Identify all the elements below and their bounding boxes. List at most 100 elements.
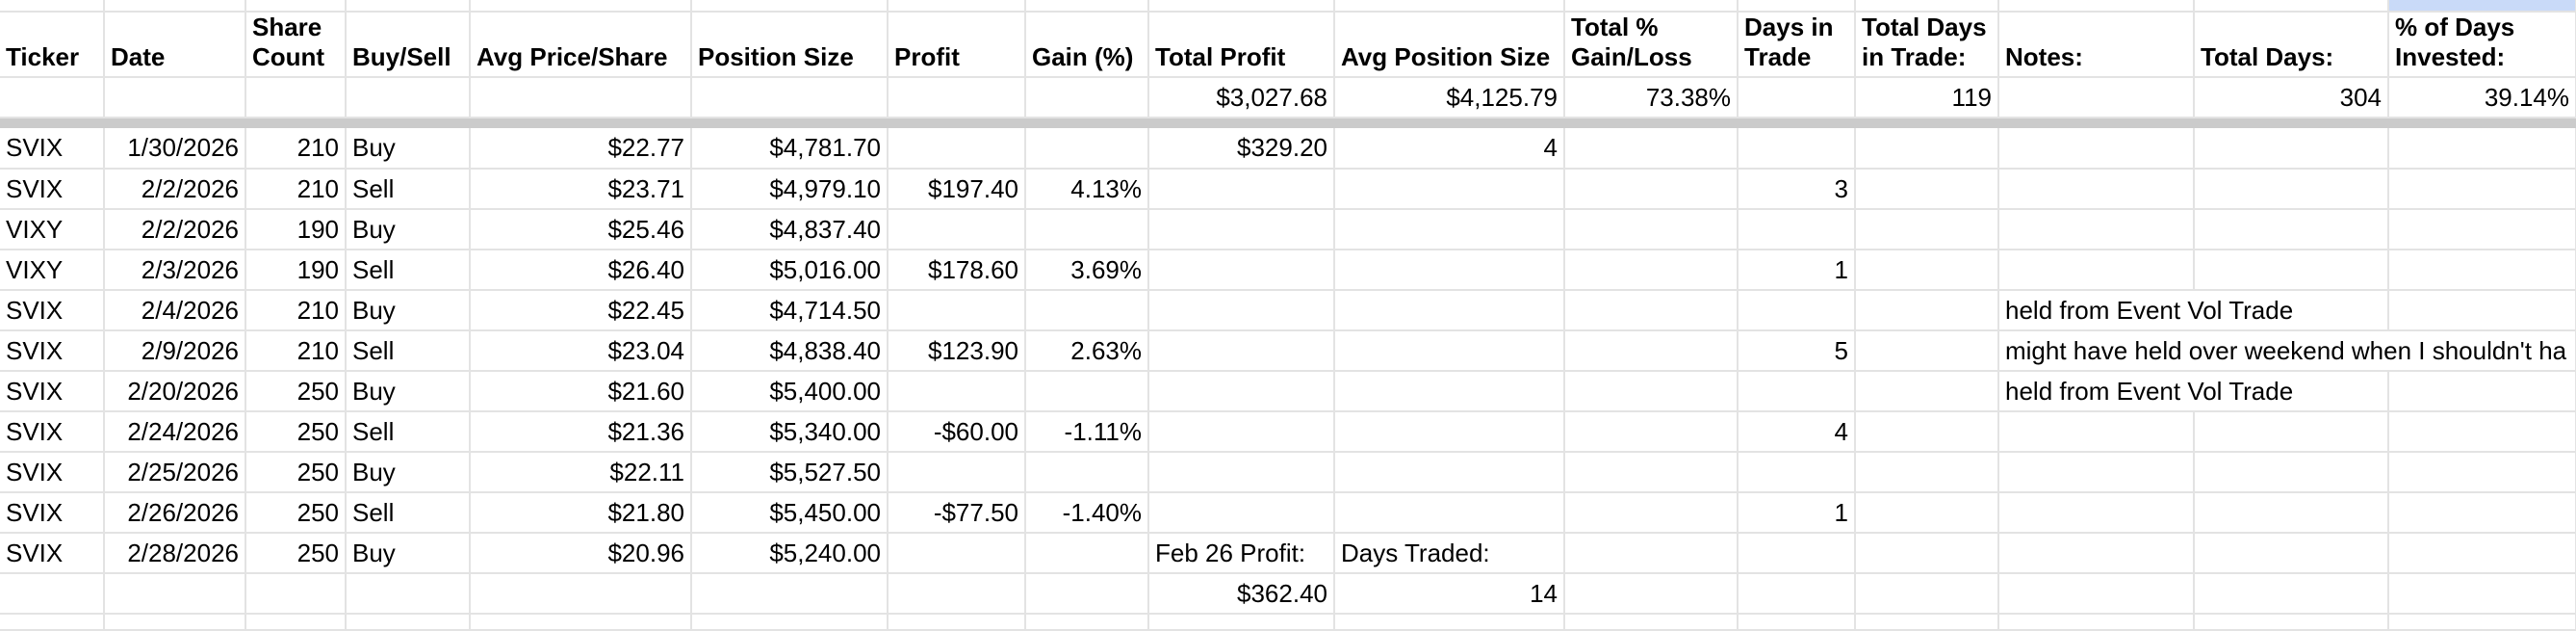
cell-avg-position-size-r5[interactable] — [1334, 290, 1565, 332]
cell-pct-days-invested-r12[interactable] — [2388, 573, 2576, 616]
column-header-gain-pct[interactable]: Gain (%) — [1025, 12, 1149, 79]
cell-date-r1[interactable]: 1/30/2026 — [104, 128, 246, 171]
cell-total-days-in-trade-r4[interactable] — [1855, 250, 1999, 292]
cell-total-days-in-trade-r8[interactable] — [1855, 411, 1999, 454]
cell-avg-position-size-r6[interactable] — [1334, 330, 1565, 373]
cell-avg-price-share-top[interactable] — [470, 0, 692, 13]
cell-position-size-totals[interactable] — [691, 77, 889, 119]
cell-total-days-r10[interactable] — [2194, 492, 2389, 535]
cell-total-profit-r2[interactable] — [1148, 169, 1335, 211]
cell-total-profit-r8[interactable] — [1148, 411, 1335, 454]
cell-position-size-r13[interactable] — [691, 614, 889, 631]
cell-avg-price-share-r5[interactable]: $22.45 — [470, 290, 692, 332]
cell-notes-r11[interactable] — [1998, 533, 2195, 575]
cell-date-r8[interactable]: 2/24/2026 — [104, 411, 246, 454]
cell-pct-days-invested-r1[interactable] — [2388, 128, 2576, 171]
cell-profit-r3[interactable] — [888, 209, 1026, 251]
cell-avg-price-share-r3[interactable]: $25.46 — [470, 209, 692, 251]
cell-date-r6[interactable]: 2/9/2026 — [104, 330, 246, 373]
cell-days-in-trade-r2[interactable]: 3 — [1738, 169, 1856, 211]
cell-gain-pct-r7[interactable] — [1025, 371, 1149, 413]
cell-total-pct-gain-loss-r11[interactable] — [1564, 533, 1739, 575]
column-header-notes[interactable]: Notes: — [1998, 12, 2195, 79]
cell-total-days-top[interactable] — [2194, 0, 2389, 13]
column-header-profit[interactable]: Profit — [888, 12, 1026, 79]
cell-gain-pct-r6[interactable]: 2.63% — [1025, 330, 1149, 373]
cell-total-days-in-trade-r6[interactable] — [1855, 330, 1999, 373]
cell-profit-totals[interactable] — [888, 77, 1026, 119]
column-header-total-days-in-trade[interactable]: Total Days in Trade: — [1855, 12, 1999, 79]
cell-ticker-totals[interactable] — [0, 77, 105, 119]
cell-position-size-top[interactable] — [691, 0, 889, 13]
cell-total-pct-gain-loss-r6[interactable] — [1564, 330, 1739, 373]
cell-avg-price-share-r12[interactable] — [470, 573, 692, 616]
column-header-buy-sell[interactable]: Buy/Sell — [346, 12, 471, 79]
cell-position-size-r3[interactable]: $4,837.40 — [691, 209, 889, 251]
cell-notes-top[interactable] — [1998, 0, 2195, 13]
cell-buy-sell-r13[interactable] — [346, 614, 471, 631]
cell-buy-sell-r8[interactable]: Sell — [346, 411, 471, 454]
cell-days-in-trade-top[interactable] — [1738, 0, 1856, 13]
cell-position-size-r8[interactable]: $5,340.00 — [691, 411, 889, 454]
highlighted-cell[interactable] — [2388, 0, 2576, 13]
cell-notes-r1[interactable] — [1998, 128, 2195, 171]
column-header-avg-price-share[interactable]: Avg Price/Share — [470, 12, 692, 79]
cell-total-days-in-trade-r11[interactable] — [1855, 533, 1999, 575]
cell-buy-sell-r9[interactable]: Buy — [346, 452, 471, 494]
cell-profit-r4[interactable]: $178.60 — [888, 250, 1026, 292]
cell-date-r7[interactable]: 2/20/2026 — [104, 371, 246, 413]
cell-total-profit-r9[interactable] — [1148, 452, 1335, 494]
cell-total-profit-r7[interactable] — [1148, 371, 1335, 413]
cell-avg-position-size-r7[interactable] — [1334, 371, 1565, 413]
cell-ticker-top[interactable] — [0, 0, 105, 13]
column-header-ticker[interactable]: Ticker — [0, 12, 105, 79]
cell-date-r4[interactable]: 2/3/2026 — [104, 250, 246, 292]
cell-pct-days-invested-r13[interactable] — [2388, 614, 2576, 631]
cell-ticker-r3[interactable]: VIXY — [0, 209, 105, 251]
cell-buy-sell-r7[interactable]: Buy — [346, 371, 471, 413]
cell-gain-pct-r3[interactable] — [1025, 209, 1149, 251]
cell-days-in-trade-r13[interactable] — [1738, 614, 1856, 631]
cell-date-r3[interactable]: 2/2/2026 — [104, 209, 246, 251]
cell-total-profit-r3[interactable] — [1148, 209, 1335, 251]
cell-total-days-in-trade-totals[interactable]: 119 — [1855, 77, 1999, 119]
cell-notes-r5[interactable]: held from Event Vol Trade — [1998, 290, 2389, 332]
cell-profit-r9[interactable] — [888, 452, 1026, 494]
cell-avg-price-share-r13[interactable] — [470, 614, 692, 631]
cell-buy-sell-r2[interactable]: Sell — [346, 169, 471, 211]
cell-ticker-r10[interactable]: SVIX — [0, 492, 105, 535]
cell-position-size-r6[interactable]: $4,838.40 — [691, 330, 889, 373]
cell-gain-pct-r13[interactable] — [1025, 614, 1149, 631]
column-header-date[interactable]: Date — [104, 12, 246, 79]
cell-total-profit-r13[interactable] — [1148, 614, 1335, 631]
cell-days-in-trade-r6[interactable]: 5 — [1738, 330, 1856, 373]
cell-pct-days-invested-r2[interactable] — [2388, 169, 2576, 211]
cell-total-days-in-trade-r10[interactable] — [1855, 492, 1999, 535]
cell-avg-position-size-r1[interactable]: 4 — [1334, 128, 1565, 171]
column-header-days-in-trade[interactable]: Days in Trade — [1738, 12, 1856, 79]
cell-date-r5[interactable]: 2/4/2026 — [104, 290, 246, 332]
cell-notes-r2[interactable] — [1998, 169, 2195, 211]
column-header-avg-position-size[interactable]: Avg Position Size — [1334, 12, 1565, 79]
cell-buy-sell-top[interactable] — [346, 0, 471, 13]
cell-total-pct-gain-loss-r1[interactable] — [1564, 128, 1739, 171]
cell-total-pct-gain-loss-r5[interactable] — [1564, 290, 1739, 332]
cell-date-r11[interactable]: 2/28/2026 — [104, 533, 246, 575]
cell-ticker-r4[interactable]: VIXY — [0, 250, 105, 292]
cell-avg-price-share-r11[interactable]: $20.96 — [470, 533, 692, 575]
cell-position-size-r10[interactable]: $5,450.00 — [691, 492, 889, 535]
cell-gain-pct-r11[interactable] — [1025, 533, 1149, 575]
cell-avg-position-size-r11[interactable]: Days Traded: — [1334, 533, 1565, 575]
cell-gain-pct-r9[interactable] — [1025, 452, 1149, 494]
cell-gain-pct-totals[interactable] — [1025, 77, 1149, 119]
cell-total-days-r13[interactable] — [2194, 614, 2389, 631]
cell-days-in-trade-r11[interactable] — [1738, 533, 1856, 575]
cell-buy-sell-r3[interactable]: Buy — [346, 209, 471, 251]
cell-profit-top[interactable] — [888, 0, 1026, 13]
cell-position-size-r9[interactable]: $5,527.50 — [691, 452, 889, 494]
cell-date-r10[interactable]: 2/26/2026 — [104, 492, 246, 535]
cell-profit-r12[interactable] — [888, 573, 1026, 616]
cell-ticker-r11[interactable]: SVIX — [0, 533, 105, 575]
cell-profit-r11[interactable] — [888, 533, 1026, 575]
cell-pct-days-invested-r11[interactable] — [2388, 533, 2576, 575]
